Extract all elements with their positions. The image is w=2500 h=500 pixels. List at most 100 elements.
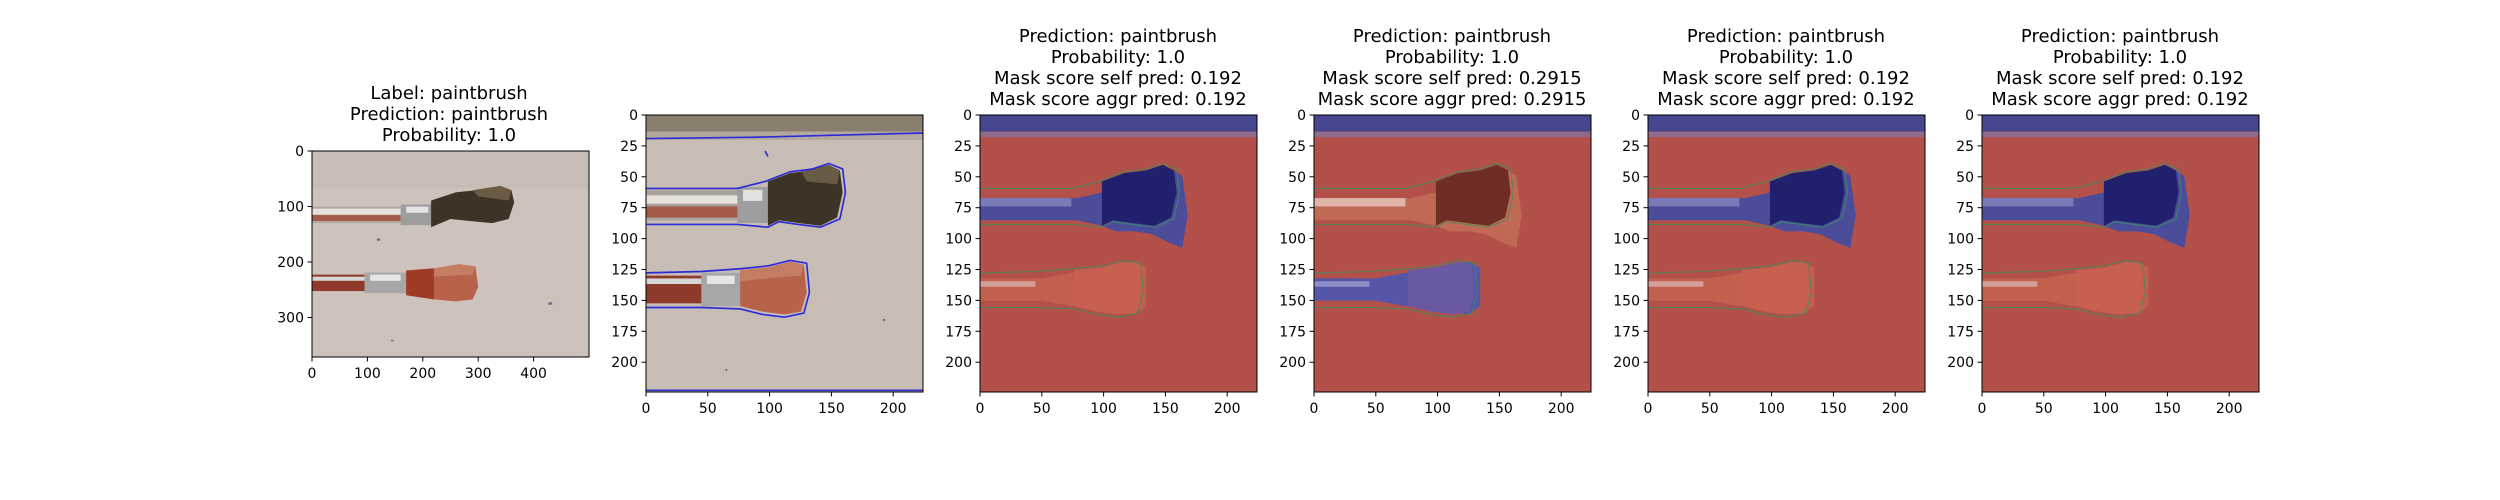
y-tick-label: 150 [1947,293,1974,309]
title-line: Prediction: paintbrush [350,104,548,125]
image-original-photo [312,151,589,357]
y-tick-label: 0 [295,144,304,160]
title-line: Mask score aggr pred: 0.192 [1657,89,1914,110]
y-tick-label: 50 [1622,170,1640,186]
x-axis: 0 50 100 150 200 [1644,392,1909,417]
axes-frame [1647,114,1926,393]
panel-title: Prediction: paintbrush Probability: 1.0 … [1991,26,2248,110]
panel-original: Label: paintbrush Prediction: paintbrush… [277,83,590,382]
panel-mask: Prediction: paintbrush Probability: 1.0 … [945,26,1258,417]
y-tick-label: 175 [1947,324,1974,340]
x-tick-label: 150 [1820,401,1847,417]
y-axis: 0 25 50 75 100 125 150 175 200 [611,108,646,371]
y-tick-label: 200 [1613,355,1640,371]
y-tick-label: 300 [277,311,304,327]
image-mask-overlay [1982,115,2259,392]
y-tick-label: 150 [945,293,972,309]
y-tick-label: 0 [963,108,972,124]
x-tick-label: 100 [2092,401,2119,417]
x-tick-label: 300 [465,366,492,382]
x-tick-label: 150 [2154,401,2181,417]
y-tick-label: 0 [1297,108,1306,124]
axes-frame [311,150,590,358]
x-tick-label: 150 [1152,401,1179,417]
x-tick-label: 100 [354,366,381,382]
y-tick-label: 175 [611,324,638,340]
panel-title: Prediction: paintbrush Probability: 1.0 … [989,26,1246,110]
y-tick-label: 50 [954,170,972,186]
y-tick-label: 100 [277,200,304,216]
x-tick-label: 100 [1424,401,1451,417]
y-tick-label: 175 [1613,324,1640,340]
y-tick-label: 75 [1622,201,1640,217]
x-tick-label: 150 [818,401,845,417]
title-line: Prediction: paintbrush [2021,26,2219,47]
title-line: Probability: 1.0 [382,125,516,146]
y-axis: 0 25 50 75 100 125 150 175 200 [1947,108,1982,371]
y-tick-label: 175 [1279,324,1306,340]
title-line: Mask score self pred: 0.192 [1996,68,2244,89]
x-tick-label: 0 [1644,401,1653,417]
axes-frame [979,114,1258,393]
y-tick-label: 75 [1288,201,1306,217]
y-tick-label: 100 [1947,232,1974,248]
y-tick-label: 125 [1947,263,1974,279]
y-tick-label: 125 [611,263,638,279]
y-tick-label: 100 [945,232,972,248]
y-axis: 0 100 200 300 [277,144,312,327]
x-tick-label: 150 [1486,401,1513,417]
x-tick-label: 100 [1758,401,1785,417]
image-mask-overlay [980,115,1257,392]
x-tick-label: 50 [1701,401,1719,417]
y-tick-label: 0 [1965,108,1974,124]
panel-contours: 0 50 100 150 200 0 25 50 75 100 125 150 … [611,108,924,417]
y-tick-label: 125 [945,263,972,279]
title-line: Probability: 1.0 [1719,47,1853,68]
x-axis: 0 50 100 150 200 [976,392,1241,417]
y-tick-label: 175 [945,324,972,340]
x-tick-label: 0 [308,366,317,382]
title-line: Probability: 1.0 [2053,47,2187,68]
axes-frame [1313,114,1592,393]
y-axis: 0 25 50 75 100 125 150 175 200 [1613,108,1648,371]
panel-mask: Prediction: paintbrush Probability: 1.0 … [1947,26,2260,417]
x-axis: 0 50 100 150 200 [1310,392,1575,417]
title-line: Mask score aggr pred: 0.192 [1991,89,2248,110]
x-tick-label: 100 [756,401,783,417]
y-tick-label: 25 [1622,139,1640,155]
y-tick-label: 150 [1279,293,1306,309]
y-tick-label: 75 [954,201,972,217]
title-line: Probability: 1.0 [1051,47,1185,68]
y-tick-label: 100 [611,232,638,248]
y-tick-label: 50 [1288,170,1306,186]
axes-frame [1981,114,2260,393]
panel-mask: Prediction: paintbrush Probability: 1.0 … [1279,26,1592,417]
x-tick-label: 50 [699,401,717,417]
x-tick-label: 0 [1310,401,1319,417]
title-line: Prediction: paintbrush [1019,26,1217,47]
y-tick-label: 125 [1613,263,1640,279]
y-tick-label: 100 [1279,232,1306,248]
x-tick-label: 0 [976,401,985,417]
title-line: Prediction: paintbrush [1687,26,1885,47]
panel-title: Label: paintbrush Prediction: paintbrush… [350,83,548,146]
x-axis: 0 50 100 150 200 [642,392,907,417]
panel-title: Prediction: paintbrush Probability: 1.0 … [1318,26,1587,110]
x-tick-label: 50 [1033,401,1051,417]
x-tick-label: 200 [2216,401,2243,417]
y-tick-label: 25 [954,139,972,155]
y-tick-label: 75 [1956,201,1974,217]
x-tick-label: 50 [2035,401,2053,417]
y-tick-label: 25 [620,139,638,155]
title-line: Mask score self pred: 0.192 [1662,68,1910,89]
title-line: Prediction: paintbrush [1353,26,1551,47]
y-tick-label: 200 [611,355,638,371]
y-tick-label: 200 [1279,355,1306,371]
x-axis: 0 100 200 300 400 [308,357,547,382]
x-tick-label: 50 [1367,401,1385,417]
image-mask-overlay [1314,115,1591,392]
title-line: Label: paintbrush [370,83,527,104]
image-mask-overlay [1648,115,1925,392]
title-line: Mask score self pred: 0.192 [994,68,1242,89]
x-tick-label: 0 [642,401,651,417]
